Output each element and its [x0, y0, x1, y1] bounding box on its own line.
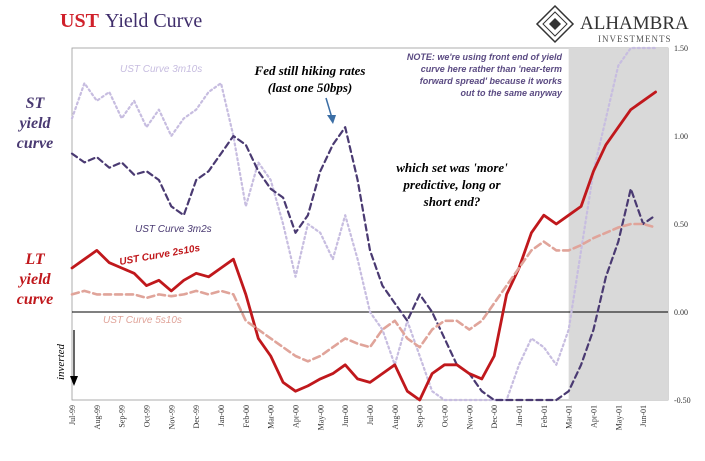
svg-text:curve: curve [17, 291, 53, 308]
svg-text:short end?: short end? [423, 194, 481, 209]
svg-text:curve: curve [17, 135, 53, 152]
x-tick-label: Feb-00 [242, 405, 251, 428]
x-tick-label: Apr-00 [292, 405, 301, 428]
down-arrow-icon [70, 330, 78, 386]
arrow-icon [325, 97, 336, 124]
shaded-region [568, 48, 668, 400]
label-3m2s: UST Curve 3m2s [135, 224, 212, 235]
x-tick-label: May-01 [614, 405, 623, 430]
x-tick-label: Feb-01 [540, 405, 549, 428]
x-tick-label: Aug-99 [93, 405, 102, 429]
svg-text:predictive, long or: predictive, long or [402, 177, 501, 192]
x-tick-label: Jun-00 [341, 405, 350, 427]
svg-text:(last one 50bps): (last one 50bps) [268, 80, 353, 95]
x-tick-label: Nov-99 [167, 405, 176, 429]
chart-title-part1: UST [60, 10, 100, 32]
st-yield-curve-label: ST yield curve [17, 95, 53, 152]
series-line-3m2s [70, 126, 657, 402]
x-tick-label: Mar-01 [565, 405, 574, 429]
x-tick-label: Oct-00 [441, 405, 450, 427]
label-5s10s: UST Curve 5s10s [103, 315, 182, 326]
x-tick-label: Mar-00 [267, 405, 276, 429]
svg-text:which set was 'more': which set was 'more' [396, 160, 508, 175]
lt-yield-curve-label: LT yield curve [17, 251, 53, 308]
y-tick-label: 0.00 [674, 308, 688, 317]
svg-text:curve here rather than 'near-t: curve here rather than 'near-term [421, 64, 562, 74]
logo-name: ALHAMBRA [580, 13, 689, 34]
svg-text:Fed still hiking rates: Fed still hiking rates [254, 63, 366, 78]
svg-text:out to the same anyway: out to the same anyway [460, 88, 563, 98]
series-line-2s10s [70, 90, 657, 402]
chart-title-part2: Yield Curve [105, 10, 202, 32]
x-tick-label: Apr-01 [590, 405, 599, 428]
svg-text:forward spread' because it wor: forward spread' because it works [420, 76, 562, 86]
y-tick-label: 1.50 [674, 44, 688, 53]
label-3m10s: UST Curve 3m10s [120, 64, 202, 75]
x-tick-label: Jan-00 [217, 405, 226, 426]
y-tick-label: 1.00 [674, 132, 688, 141]
svg-text:NOTE: we're using front end of: NOTE: we're using front end of yield [407, 52, 563, 62]
y-tick-label: -0.50 [674, 396, 691, 405]
series-line-5s10s [70, 222, 657, 363]
x-tick-label: Jun-01 [639, 405, 648, 427]
fed-annotation: Fed still hiking rates (last one 50bps) [254, 63, 366, 95]
y-tick-label: 0.50 [674, 220, 688, 229]
series-line-3m10s [70, 46, 657, 402]
x-tick-label: Dec-99 [192, 405, 201, 429]
x-tick-label: Jul-00 [366, 405, 375, 425]
x-tick-label: Nov-00 [465, 405, 474, 429]
x-tick-label: Sep-99 [118, 405, 127, 428]
x-tick-label: Aug-00 [391, 405, 400, 429]
x-tick-label: May-00 [316, 405, 325, 430]
x-tick-label: Sep-00 [416, 405, 425, 428]
logo-sub: INVESTMENTS [598, 34, 672, 44]
svg-text:yield: yield [17, 271, 51, 288]
x-tick-label: Oct-99 [143, 405, 152, 427]
question-annotation: which set was 'more' predictive, long or… [396, 160, 508, 209]
x-tick-label: Jan-01 [515, 405, 524, 426]
x-tick-label: Jul-99 [68, 405, 77, 425]
alhambra-logo: ALHAMBRA INVESTMENTS [535, 4, 689, 44]
label-2s10s: UST Curve 2s10s [119, 243, 202, 268]
svg-text:yield: yield [17, 115, 51, 132]
inverted-label: inverted [55, 343, 67, 380]
note-annotation: NOTE: we're using front end of yield cur… [407, 52, 563, 98]
svg-text:ST: ST [26, 95, 46, 112]
svg-text:LT: LT [24, 251, 45, 268]
x-tick-label: Dec-00 [490, 405, 499, 429]
logo-emblem-icon [535, 4, 575, 44]
